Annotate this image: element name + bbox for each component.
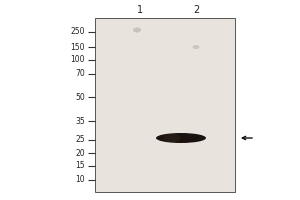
Text: 50: 50 xyxy=(75,92,85,102)
Text: 25: 25 xyxy=(75,136,85,144)
Text: 100: 100 xyxy=(70,55,85,64)
Text: 20: 20 xyxy=(75,148,85,158)
Text: 15: 15 xyxy=(75,162,85,170)
Text: 70: 70 xyxy=(75,70,85,78)
Ellipse shape xyxy=(163,134,181,142)
Text: 150: 150 xyxy=(70,43,85,51)
Ellipse shape xyxy=(156,133,206,143)
Ellipse shape xyxy=(193,45,200,49)
Text: 2: 2 xyxy=(193,5,199,15)
Text: 250: 250 xyxy=(70,27,85,36)
Bar xyxy=(95,18,235,192)
Text: 10: 10 xyxy=(75,176,85,184)
Text: 35: 35 xyxy=(75,116,85,126)
Text: 1: 1 xyxy=(137,5,143,15)
Ellipse shape xyxy=(133,27,141,32)
